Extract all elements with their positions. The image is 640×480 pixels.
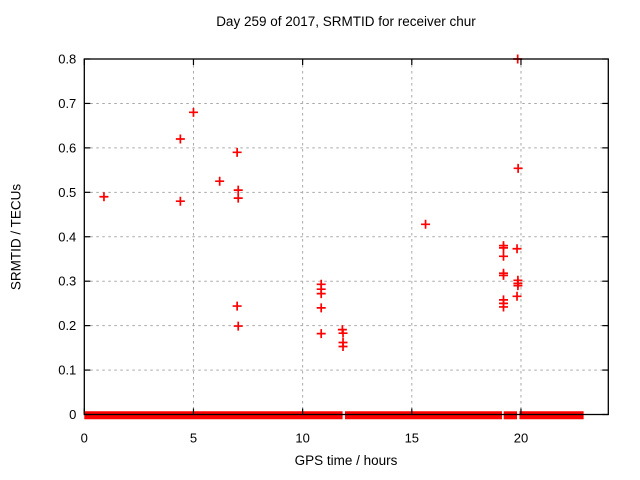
chart-title: Day 259 of 2017, SRMTID for receiver chu… (216, 14, 476, 29)
y-tick-label: 0 (69, 407, 76, 422)
y-tick-label: 0.5 (58, 185, 76, 200)
x-tick-label: 15 (405, 431, 419, 446)
grid-lines (84, 59, 609, 415)
data-points (99, 54, 523, 352)
plot-border (83, 58, 609, 416)
x-tick-label: 10 (295, 431, 309, 446)
x-tick-label: 20 (514, 431, 528, 446)
y-tick-label: 0.4 (58, 229, 76, 244)
x-axis-title: GPS time / hours (294, 453, 398, 468)
y-tick-label: 0.3 (58, 274, 76, 289)
x-tick-label: 5 (190, 431, 197, 446)
x-tick-label: 0 (81, 431, 88, 446)
y-tick-label: 0.7 (58, 96, 76, 111)
axis-ticks (83, 58, 609, 416)
y-tick-label: 0.8 (58, 52, 76, 67)
y-tick-label: 0.1 (58, 363, 76, 378)
y-axis-title: SRMTID / TECUs (8, 183, 24, 291)
y-tick-label: 0.2 (58, 318, 76, 333)
tick-labels: 0 5 10 15 20 0 0.1 0.2 0.3 0.4 0.5 0.6 0.7 0.8 (58, 52, 528, 446)
y-tick-label: 0.6 (58, 140, 76, 155)
